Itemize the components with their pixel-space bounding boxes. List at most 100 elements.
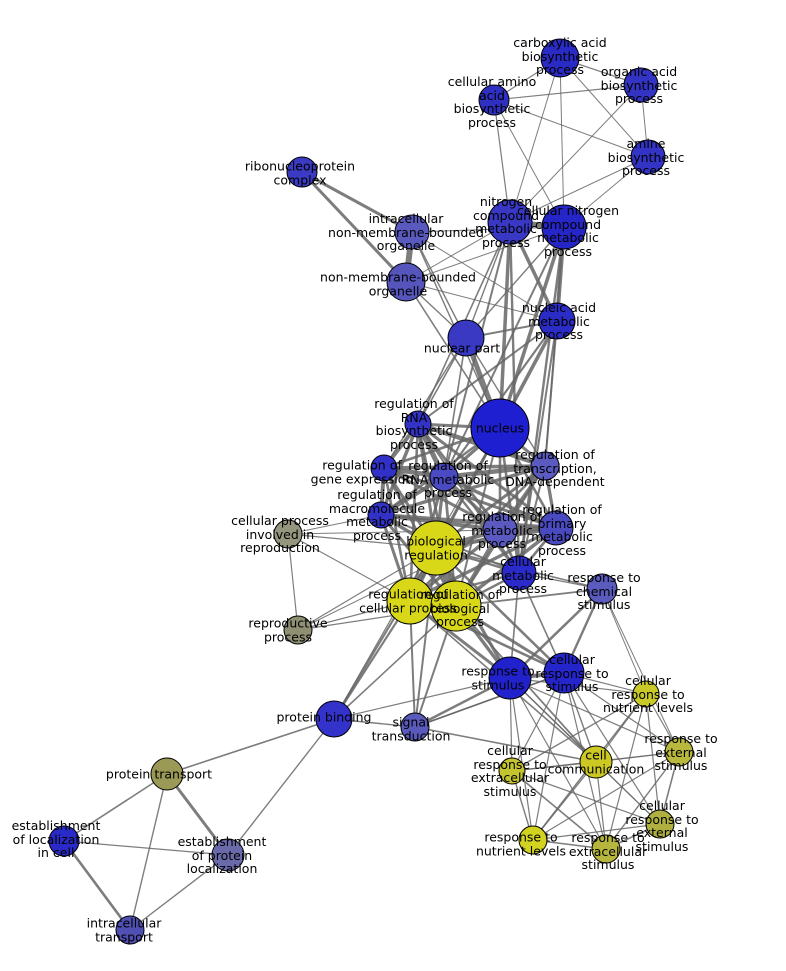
graph-node[interactable]: [408, 520, 464, 576]
graph-edge[interactable]: [129, 854, 229, 931]
graph-node[interactable]: [447, 319, 485, 357]
graph-node[interactable]: [541, 204, 587, 250]
graph-node[interactable]: [429, 462, 459, 492]
graph-node[interactable]: [400, 712, 430, 742]
graph-node[interactable]: [394, 214, 430, 250]
graph-edge[interactable]: [645, 693, 661, 825]
graph-node[interactable]: [470, 398, 530, 458]
graph-node[interactable]: [501, 555, 537, 591]
graph-edge[interactable]: [509, 677, 534, 841]
graph-edge[interactable]: [409, 526, 557, 603]
graph-edge[interactable]: [414, 726, 597, 763]
graph-node[interactable]: [487, 199, 533, 245]
graph-edge[interactable]: [383, 466, 557, 530]
graph-edge[interactable]: [509, 84, 642, 223]
graph-node[interactable]: [488, 656, 532, 700]
graph-edge[interactable]: [383, 337, 467, 469]
graph-edge[interactable]: [498, 226, 566, 429]
graph-node[interactable]: [623, 67, 659, 103]
graph-edge[interactable]: [411, 226, 565, 233]
graph-node[interactable]: [370, 454, 398, 482]
graph-edge[interactable]: [532, 761, 597, 841]
graph-edge[interactable]: [544, 320, 558, 467]
graph-edge[interactable]: [333, 677, 511, 720]
graph-edge[interactable]: [414, 672, 565, 728]
graph-edge[interactable]: [601, 588, 647, 695]
graph-node[interactable]: [538, 302, 576, 340]
graph-edge[interactable]: [443, 475, 557, 530]
graph-edge[interactable]: [509, 156, 649, 223]
graph-node[interactable]: [211, 838, 245, 872]
graph-edge[interactable]: [511, 770, 661, 825]
graph-node[interactable]: [630, 139, 666, 175]
graph-edge[interactable]: [509, 57, 561, 223]
graph-edge[interactable]: [532, 672, 565, 841]
graph-edge[interactable]: [166, 718, 335, 775]
graph-edge[interactable]: [383, 466, 501, 532]
graph-node[interactable]: [386, 262, 426, 302]
graph-edge[interactable]: [493, 99, 649, 158]
graph-edge[interactable]: [129, 773, 168, 931]
graph-node[interactable]: [404, 410, 432, 438]
graph-edge[interactable]: [417, 422, 557, 530]
graph-edge[interactable]: [559, 57, 649, 158]
graph-edge[interactable]: [380, 513, 557, 530]
graph-node[interactable]: [530, 451, 560, 481]
graph-edge[interactable]: [493, 99, 565, 228]
graph-node[interactable]: [150, 757, 184, 791]
graph-edge[interactable]: [383, 464, 546, 470]
graph-edge[interactable]: [287, 514, 382, 535]
graph-node[interactable]: [538, 510, 574, 546]
graph-edge[interactable]: [333, 427, 501, 720]
graph-edge[interactable]: [411, 231, 467, 339]
graph-node[interactable]: [664, 737, 694, 767]
graph-edge[interactable]: [443, 337, 467, 478]
graph-node[interactable]: [518, 825, 548, 855]
graph-edge[interactable]: [414, 547, 437, 728]
graph-node[interactable]: [498, 757, 526, 785]
graph-edge[interactable]: [498, 221, 512, 429]
graph-edge[interactable]: [300, 170, 408, 284]
graph-node[interactable]: [579, 745, 613, 779]
graph-edge[interactable]: [63, 840, 229, 856]
graph-node[interactable]: [543, 652, 585, 694]
graph-edge[interactable]: [63, 773, 168, 842]
graph-edge[interactable]: [493, 84, 642, 101]
graph-edge[interactable]: [601, 588, 680, 753]
graph-node[interactable]: [367, 501, 395, 529]
graph-edge[interactable]: [380, 464, 546, 517]
graph-edge[interactable]: [559, 57, 565, 228]
graph-edge[interactable]: [287, 529, 501, 535]
graph-edge[interactable]: [165, 773, 230, 856]
graph-edge[interactable]: [443, 226, 565, 478]
graph-edge[interactable]: [301, 170, 413, 234]
graph-node[interactable]: [632, 680, 660, 708]
graph-edge[interactable]: [405, 226, 565, 283]
graph-edge[interactable]: [465, 226, 565, 339]
graph-node[interactable]: [315, 700, 353, 738]
graph-node[interactable]: [273, 519, 303, 549]
graph-node[interactable]: [286, 156, 318, 188]
graph-node[interactable]: [283, 615, 313, 645]
graph-edge[interactable]: [511, 693, 647, 772]
graph-edge[interactable]: [297, 529, 501, 631]
graph-edge[interactable]: [333, 547, 437, 720]
graph-edge[interactable]: [435, 547, 565, 674]
graph-edge[interactable]: [532, 751, 680, 841]
graph-edge[interactable]: [62, 840, 132, 931]
graph-edge[interactable]: [405, 281, 558, 322]
graph-edge[interactable]: [509, 677, 607, 850]
graph-edge[interactable]: [605, 751, 680, 850]
graph-edge[interactable]: [532, 823, 661, 841]
graph-edge[interactable]: [333, 605, 457, 720]
graph-edge[interactable]: [287, 533, 299, 631]
graph-node[interactable]: [586, 573, 618, 605]
graph-node[interactable]: [482, 512, 518, 548]
graph-node[interactable]: [48, 825, 80, 857]
graph-edge[interactable]: [227, 718, 335, 856]
graph-node[interactable]: [115, 915, 145, 945]
graph-node[interactable]: [591, 834, 621, 864]
graph-node[interactable]: [540, 38, 580, 78]
graph-node[interactable]: [478, 84, 510, 116]
